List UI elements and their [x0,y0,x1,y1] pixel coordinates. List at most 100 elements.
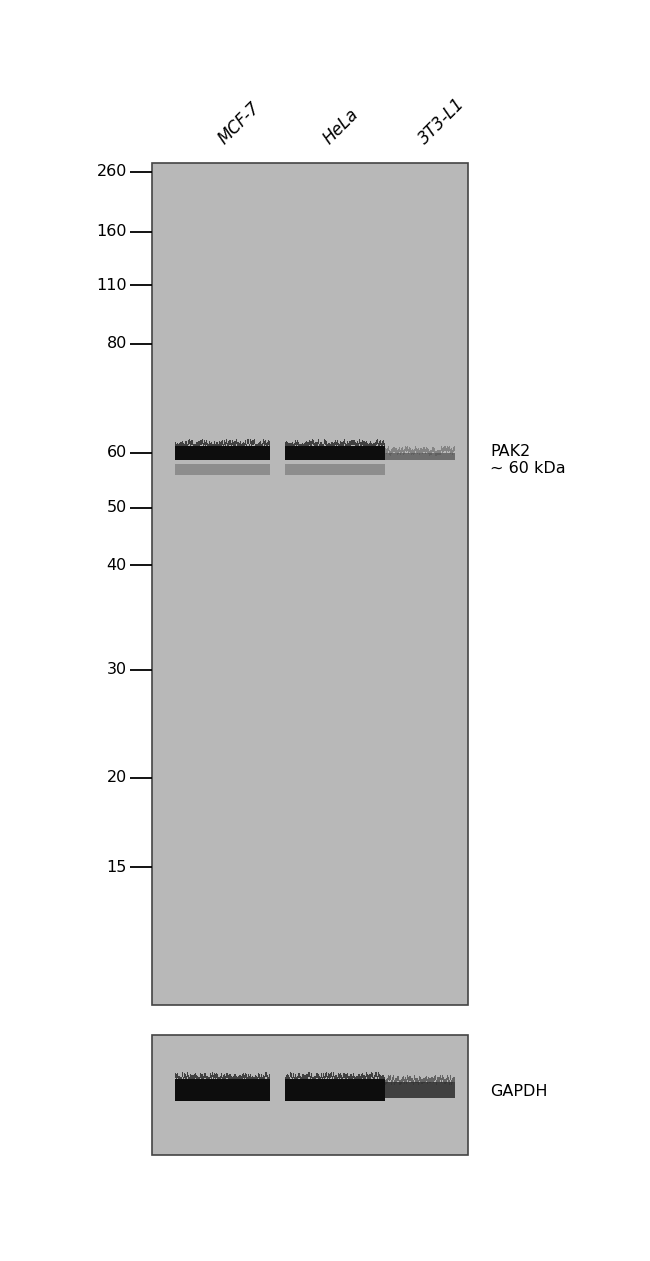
Bar [202,1074,203,1079]
Bar [301,444,302,449]
Bar [187,444,188,449]
Bar [446,1076,447,1081]
Bar [196,1073,197,1077]
Bar [293,444,294,449]
Bar [259,441,260,446]
Bar [338,1073,339,1078]
Bar [452,1078,453,1083]
Bar [449,1081,450,1086]
Bar [291,1073,292,1078]
Bar [420,1077,421,1082]
Text: HeLa: HeLa [320,106,363,148]
Bar [386,449,387,454]
Bar [253,440,254,445]
Bar [297,440,298,445]
Bar [175,443,176,448]
Bar [414,1076,415,1081]
Bar [358,1073,359,1078]
Bar [226,1073,227,1078]
Bar [220,1076,221,1081]
Bar [309,1072,310,1077]
Bar [381,444,382,449]
Bar [288,443,289,448]
Bar [214,1073,215,1078]
Bar [353,444,354,449]
Bar [196,439,197,444]
Bar [357,1077,358,1082]
Bar [177,1074,178,1079]
Bar [434,449,435,454]
Bar [373,443,374,448]
Bar [299,444,300,449]
Bar [323,444,324,449]
Bar [429,1078,430,1083]
Bar [392,1079,393,1084]
Bar [244,443,245,448]
Bar [264,441,265,446]
Text: 50: 50 [107,501,127,516]
Bar [193,1074,194,1079]
Bar [257,1077,258,1082]
Bar [187,1072,188,1077]
Bar [398,1077,399,1081]
Bar [245,440,246,445]
Bar [446,446,447,451]
Bar [395,1078,396,1083]
Bar [229,1074,230,1079]
Bar [235,1074,236,1079]
Bar [214,1076,215,1081]
Bar [266,1074,267,1079]
Bar [411,450,412,455]
Bar [425,449,426,454]
Bar [410,1076,411,1081]
Bar [422,1081,423,1086]
Bar [223,444,224,449]
Bar [321,1073,322,1078]
Bar [366,440,367,445]
Text: 30: 30 [107,662,127,677]
Bar [193,444,194,449]
Bar [302,1073,303,1078]
Bar [381,1076,382,1081]
Bar [451,1081,452,1086]
Bar [423,1078,424,1083]
Bar [205,443,206,448]
Bar [179,443,181,448]
Bar [255,1076,256,1081]
Bar [347,441,348,446]
Bar [360,1076,361,1081]
Bar [211,1076,212,1081]
Bar [185,1074,186,1079]
Bar [231,1076,232,1081]
Bar [236,444,237,449]
Bar [405,1077,406,1082]
Bar [233,439,234,444]
Bar [417,449,418,454]
Bar [298,1073,299,1078]
Bar [441,1077,442,1082]
Bar [249,1076,250,1081]
Bar [407,1076,408,1081]
Text: 160: 160 [96,224,127,240]
Bar [339,444,340,449]
Bar [290,441,291,446]
Bar [313,440,314,445]
Bar [341,441,342,446]
Bar [232,1077,233,1082]
Bar [228,440,229,445]
Bar [230,440,231,445]
Bar [220,441,221,446]
Bar [385,1082,455,1098]
Bar [209,1077,210,1082]
Bar [324,1073,325,1078]
Bar [214,441,215,446]
Bar [388,446,389,451]
Bar [396,448,397,453]
Bar [184,440,185,445]
Bar [336,443,337,448]
Text: 20: 20 [107,770,127,786]
Bar [390,450,391,455]
Bar [261,1074,262,1079]
Bar [307,441,308,446]
Bar [433,1078,434,1083]
